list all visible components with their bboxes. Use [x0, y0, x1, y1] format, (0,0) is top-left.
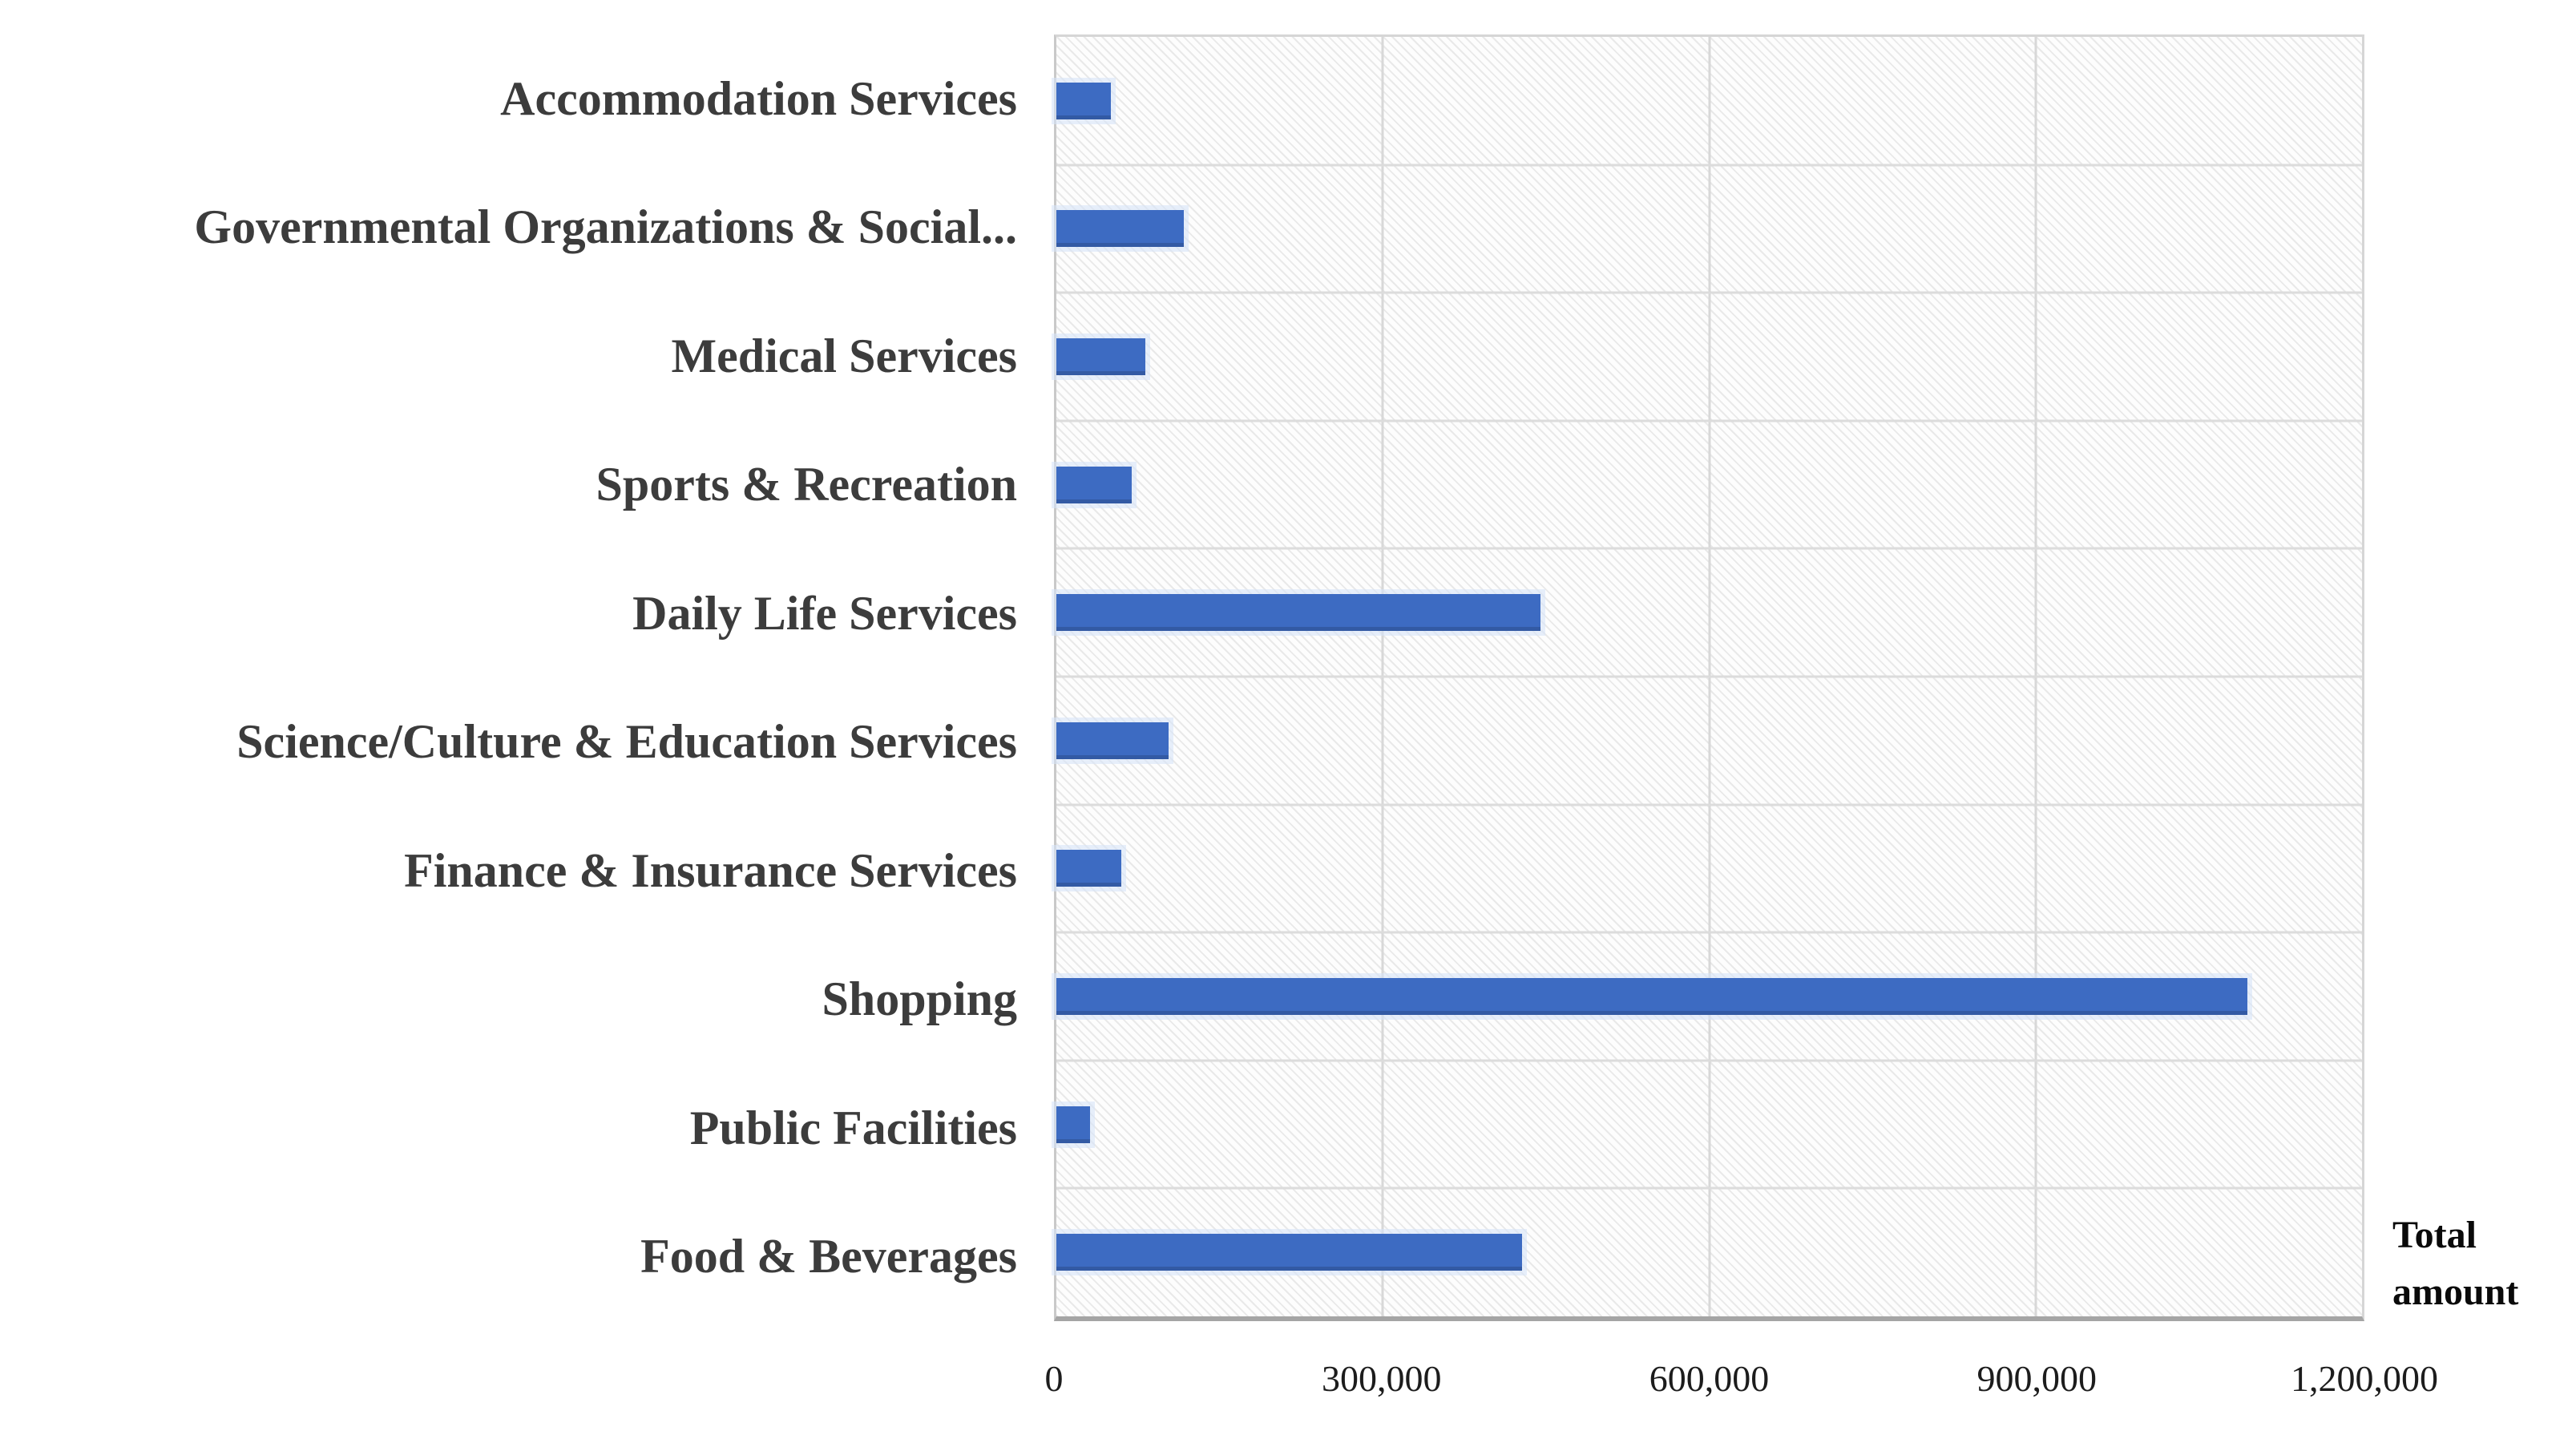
gridline-horizontal: [1056, 164, 2362, 167]
category-label-row: Public Facilities: [0, 1064, 1038, 1193]
category-label: Food & Beverages: [640, 1230, 1017, 1283]
bar[interactable]: [1056, 722, 1169, 759]
category-label: Science/Culture & Education Services: [236, 715, 1017, 769]
bar-row: [1056, 1188, 2362, 1316]
x-tick-label: 1,200,000: [2291, 1358, 2438, 1399]
bar-row: [1056, 805, 2362, 933]
category-label-row: Governmental Organizations & Social...: [0, 164, 1038, 293]
gridline-horizontal: [1056, 675, 2362, 678]
bar[interactable]: [1056, 594, 1541, 632]
bar[interactable]: [1056, 1106, 1091, 1143]
bar-row: [1056, 677, 2362, 805]
category-label-row: Science/Culture & Education Services: [0, 678, 1038, 807]
category-label: Shopping: [822, 972, 1017, 1026]
x-axis-ticks: 0 300,000 600,000 900,000 1,200,000: [1045, 1357, 2439, 1413]
gridline-horizontal: [1056, 1059, 2362, 1062]
category-label: Public Facilities: [689, 1101, 1017, 1154]
category-label: Sports & Recreation: [596, 458, 1017, 511]
category-axis: Accommodation Services Governmental Organ…: [0, 34, 1038, 1321]
gridline-horizontal: [1056, 803, 2362, 806]
bar-row: [1056, 932, 2362, 1061]
bar[interactable]: [1056, 82, 1111, 119]
gridline-horizontal: [1056, 1186, 2362, 1190]
x-tick-label: 900,000: [1976, 1358, 2098, 1399]
bar[interactable]: [1056, 977, 2248, 1015]
category-label-row: Daily Life Services: [0, 549, 1038, 678]
bar[interactable]: [1056, 210, 1184, 248]
bar-row: [1056, 293, 2362, 421]
gridline-horizontal: [1056, 291, 2362, 294]
category-label: Medical Services: [671, 329, 1017, 382]
bar[interactable]: [1056, 1234, 1522, 1271]
category-label: Finance & Insurance Services: [404, 843, 1017, 897]
bar-row: [1056, 165, 2362, 293]
category-label-row: Sports & Recreation: [0, 421, 1038, 550]
bar-row: [1056, 548, 2362, 677]
bar-row: [1056, 37, 2362, 165]
gridline-horizontal: [1056, 931, 2362, 934]
x-axis-title: Total amount: [2392, 1214, 2519, 1314]
category-label-row: Finance & Insurance Services: [0, 806, 1038, 936]
gridline-horizontal: [1056, 419, 2362, 422]
bars-container: [1056, 37, 2362, 1316]
category-label-row: Food & Beverages: [0, 1193, 1038, 1322]
gridline-horizontal: [1056, 547, 2362, 550]
x-tick-label: 0: [1044, 1358, 1064, 1399]
category-label: Accommodation Services: [500, 71, 1017, 125]
plot-area: [1054, 34, 2364, 1321]
x-tick-label: 300,000: [1322, 1358, 1442, 1399]
bar-row: [1056, 1061, 2362, 1189]
bar[interactable]: [1056, 850, 1122, 887]
category-label-row: Shopping: [0, 936, 1038, 1065]
bar-row: [1056, 421, 2362, 549]
category-label-row: Medical Services: [0, 292, 1038, 421]
category-label-row: Accommodation Services: [0, 34, 1038, 164]
category-label: Daily Life Services: [632, 586, 1017, 640]
x-tick-label: 600,000: [1649, 1358, 1770, 1399]
bar[interactable]: [1056, 338, 1146, 375]
bar[interactable]: [1056, 466, 1132, 503]
category-label: Governmental Organizations & Social...: [194, 200, 1017, 254]
